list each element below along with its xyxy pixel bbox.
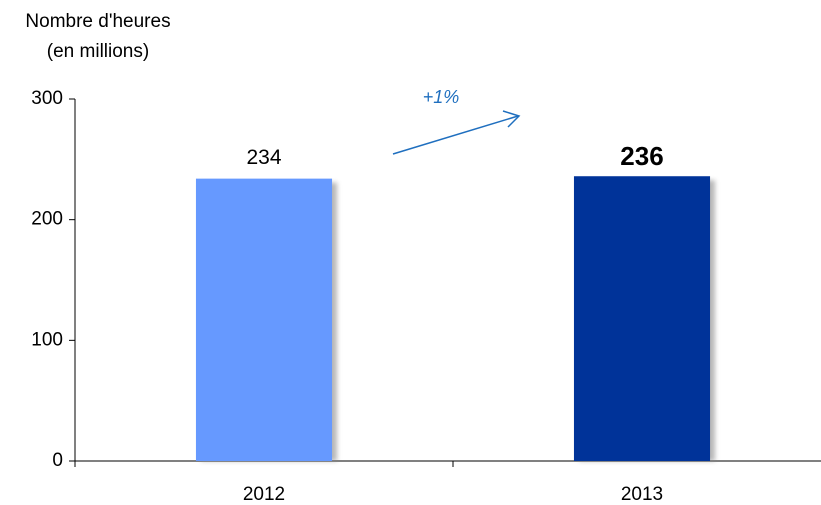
y-axis-label: (en millions) [47,41,149,62]
annotation-arrow [392,115,519,155]
data-label: 234 [246,146,281,169]
annotation: +1% [423,87,460,107]
y-tick-label: 100 [31,329,63,350]
bar [573,176,711,461]
x-tick-label: 2013 [621,484,663,505]
y-tick-label: 200 [31,209,63,230]
y-axis-label: Nombre d'heures [25,11,170,32]
y-tick-label: 0 [52,450,63,471]
data-label: 236 [620,141,663,171]
y-tick-label: 300 [31,88,63,109]
annotation-arrowhead [502,110,521,128]
x-tick-label: 2012 [243,484,285,505]
bar [195,178,333,461]
